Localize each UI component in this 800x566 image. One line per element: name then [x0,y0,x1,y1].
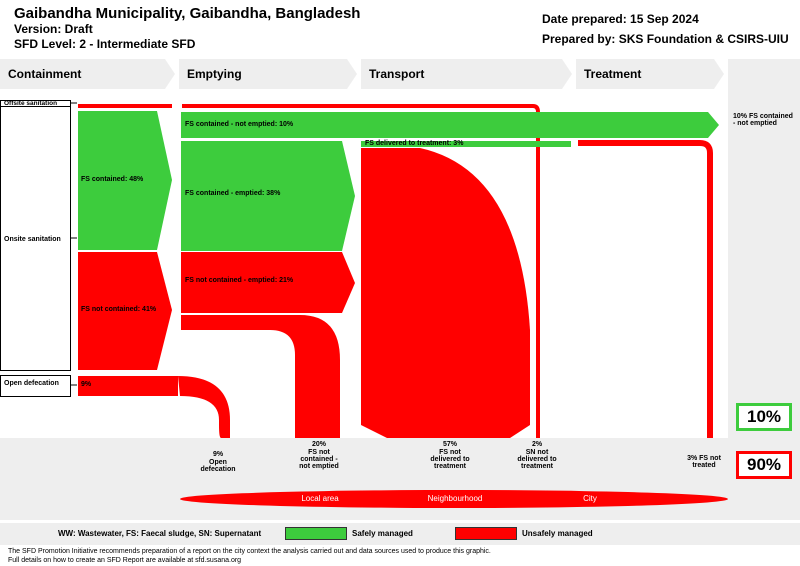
fs-contained-not-emptied-block [181,112,719,138]
od-pct-label: 9% [81,381,92,388]
outcome-pct-not-treated: 3% FS not treated [687,455,721,469]
area-local: Local area [301,494,339,503]
fs-not-contained-block [78,252,172,370]
fs-delivered-bar [361,141,571,147]
outcome-label-sn: SN not delivered to treatment [517,449,557,470]
unsafe-total-box: 90% [736,451,792,479]
outcome-pct-sn: 2% [531,441,543,448]
open-defecation-row-box [0,375,71,397]
contained-not-emptied-right-label: 10% FS contained - not emptied [733,113,793,127]
outcome-pct-od: 9% [212,451,224,458]
row-label-offsite: Offsite sanitation [4,100,58,107]
fs-not-contained-label: FS not contained: 41% [81,306,157,313]
open-defecation-block [78,376,178,396]
sfd-level-text: SFD Level: 2 - Intermediate SFD [14,37,196,51]
onsite-row-box [0,106,71,371]
safe-total-box: 10% [736,403,792,431]
fs-contained-emptied-block [181,141,355,251]
outcome-pct-not-contained: 20% [311,441,326,448]
fs-delivered-label: FS delivered to treatment: 3% [365,140,464,147]
fs-not-treated-flow [578,140,713,438]
legend-unsafe-label: Unsafely managed [522,529,593,538]
page-title: Gaibandha Municipality, Gaibandha, Bangl… [14,5,361,22]
legend-safe-swatch [285,527,347,540]
fs-contained-emptied-label: FS contained - emptied: 38% [185,190,281,197]
column-header-treatment: Treatment [576,59,724,89]
column-header-containment: Containment [0,59,175,89]
fs-contained-not-emptied-label: FS contained - not emptied: 10% [185,121,294,128]
legend-abbreviations: WW: Wastewater, FS: Faecal sludge, SN: S… [58,529,262,538]
legend-safe-label: Safely managed [352,529,413,538]
outcome-label-not-delivered: FS not delivered to treatment [430,449,470,470]
area-bar [180,490,728,508]
column-header-transport: Transport [361,59,572,89]
legend-unsafe-swatch [455,527,517,540]
version-text: Version: Draft [14,22,93,36]
fs-not-contained-emptied-block [181,252,355,313]
row-label-open-defecation: Open defecation [4,380,59,387]
open-defecation-drop [178,376,230,438]
footer-line-2: Full details on how to create an SFD Rep… [8,557,242,564]
outcome-label-od: Open defecation [200,459,236,473]
outcome-label-not-contained: FS not contained - not emptied [299,449,339,470]
prepared-by: Prepared by: SKS Foundation & CSIRS-UIU [542,32,789,46]
footer-line-1: The SFD Promotion Initiative recommends … [8,548,491,555]
fs-contained-block [78,111,172,250]
offsite-flow [78,104,540,438]
outcome-pct-not-delivered: 57% [442,441,457,448]
fs-contained-label: FS contained: 48% [81,176,144,183]
area-city: City [583,494,597,503]
area-neighbourhood: Neighbourhood [427,494,483,503]
fs-not-delivered-block [361,148,530,438]
column-header-emptying: Emptying [179,59,357,89]
fs-not-contained-not-emptied-block [181,315,340,438]
row-label-onsite: Onsite sanitation [4,236,61,243]
date-prepared: Date prepared: 15 Sep 2024 [542,12,699,26]
outcome-panel [728,59,800,520]
legend-bar [0,523,800,545]
fs-not-contained-emptied-label: FS not contained - emptied: 21% [185,277,294,284]
